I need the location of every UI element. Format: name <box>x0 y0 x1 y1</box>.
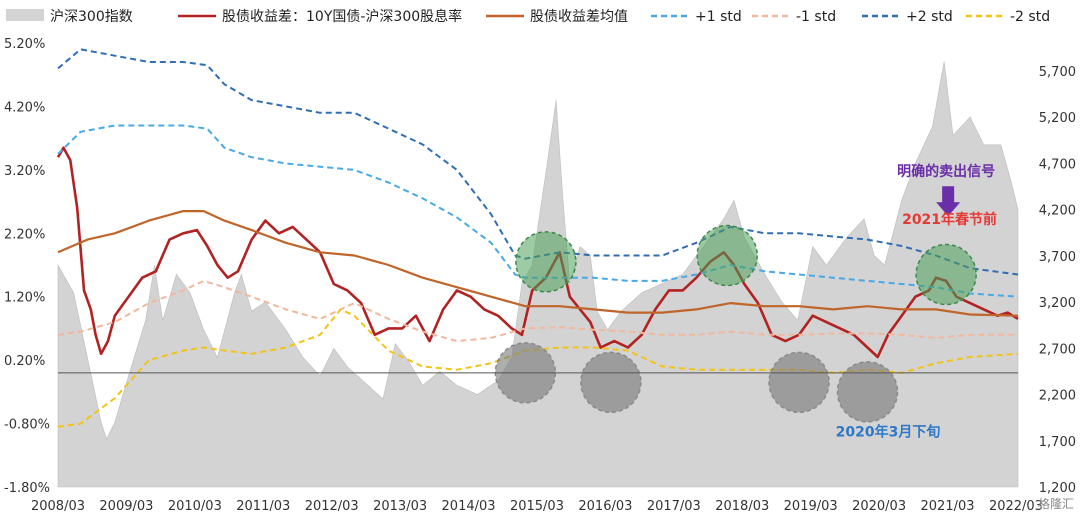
legend-label: 沪深300指数 <box>50 9 133 25</box>
x-tick-label: 2018/03 <box>715 499 769 514</box>
x-tick-label: 2020/03 <box>852 499 906 514</box>
plot-area <box>56 48 1019 488</box>
y-right-tick-label: 4,200 <box>1039 204 1076 219</box>
axes: 2008/03 2009/03 2010/03 2011/03 2012/03 2013/… <box>4 37 1076 514</box>
x-tick-label: 2010/03 <box>168 499 222 514</box>
y-right-tick-label: 5,200 <box>1039 111 1076 126</box>
x-tick-label: 2009/03 <box>99 499 153 514</box>
y-left-tick-label: 3.20% <box>4 164 45 179</box>
y-right-tick-label: 3,200 <box>1039 296 1076 311</box>
gray-circle-5 <box>768 351 830 414</box>
legend-label: 股债收益差：10Y国债-沪深300股息率 <box>222 8 462 25</box>
y-left-tick-label: -1.80% <box>4 481 50 496</box>
series-line-2 <box>57 210 1019 317</box>
legend: 沪深300指数 股债收益差：10Y国债-沪深300股息率 股债收益差均值 +1 std… <box>6 8 1050 25</box>
y-left-tick-label: 5.20% <box>4 37 45 52</box>
legend-swatch <box>6 9 44 21</box>
watermark: 格隆汇 <box>1038 496 1074 511</box>
y-left-tick-label: 2.20% <box>4 227 45 242</box>
y-right-tick-label: 1,700 <box>1039 435 1076 450</box>
series-line-5 <box>57 48 1019 276</box>
series-line-4 <box>57 279 1018 343</box>
y-right-tick-label: 3,700 <box>1039 250 1076 265</box>
legend-label: -1 std <box>796 9 836 25</box>
x-tick-label: 2011/03 <box>236 499 290 514</box>
x-tick-label: 2019/03 <box>784 499 838 514</box>
x-tick-label: 2012/03 <box>305 499 359 514</box>
y-right-tick-label: 5,700 <box>1039 65 1076 80</box>
y-right-tick-label: 2,700 <box>1039 342 1076 357</box>
legend-label: +2 std <box>906 9 953 25</box>
gray-circle-4 <box>580 351 642 414</box>
green-circle-0 <box>515 231 577 293</box>
x-tick-label: 2008/03 <box>31 499 85 514</box>
y-left-tick-label: 0.20% <box>4 354 45 369</box>
x-tick-label: 2014/03 <box>442 499 496 514</box>
annotation-text: 2020年3月下旬 <box>836 423 941 440</box>
green-circle-2 <box>915 243 977 306</box>
green-circle-1 <box>696 224 758 287</box>
annotation-text: 明确的卖出信号 <box>897 163 995 180</box>
y-right-tick-label: 4,700 <box>1039 157 1076 172</box>
annotation-text: 2021年春节前 <box>902 211 997 228</box>
legend-label: -2 std <box>1010 9 1050 25</box>
legend-label: 股债收益差均值 <box>530 9 628 25</box>
y-left-tick-label: 1.20% <box>4 291 45 306</box>
series-line-3 <box>57 124 1019 298</box>
legend-label: +1 std <box>695 9 742 25</box>
x-tick-label: 2021/03 <box>921 499 975 514</box>
y-right-tick-label: 1,200 <box>1039 481 1076 496</box>
x-tick-label: 2013/03 <box>373 499 427 514</box>
gray-circle-6 <box>836 361 899 423</box>
x-tick-label: 2015/03 <box>510 499 564 514</box>
y-right-tick-label: 2,200 <box>1039 389 1076 404</box>
x-tick-label: 2017/03 <box>647 499 701 514</box>
x-tick-label: 2022/03 <box>989 499 1043 514</box>
y-left-tick-label: -0.80% <box>4 418 50 433</box>
series-line-1 <box>56 146 1019 359</box>
x-tick-label: 2016/03 <box>578 499 632 514</box>
down-arrow-icon <box>936 186 961 217</box>
y-left-tick-label: 4.20% <box>4 100 45 115</box>
